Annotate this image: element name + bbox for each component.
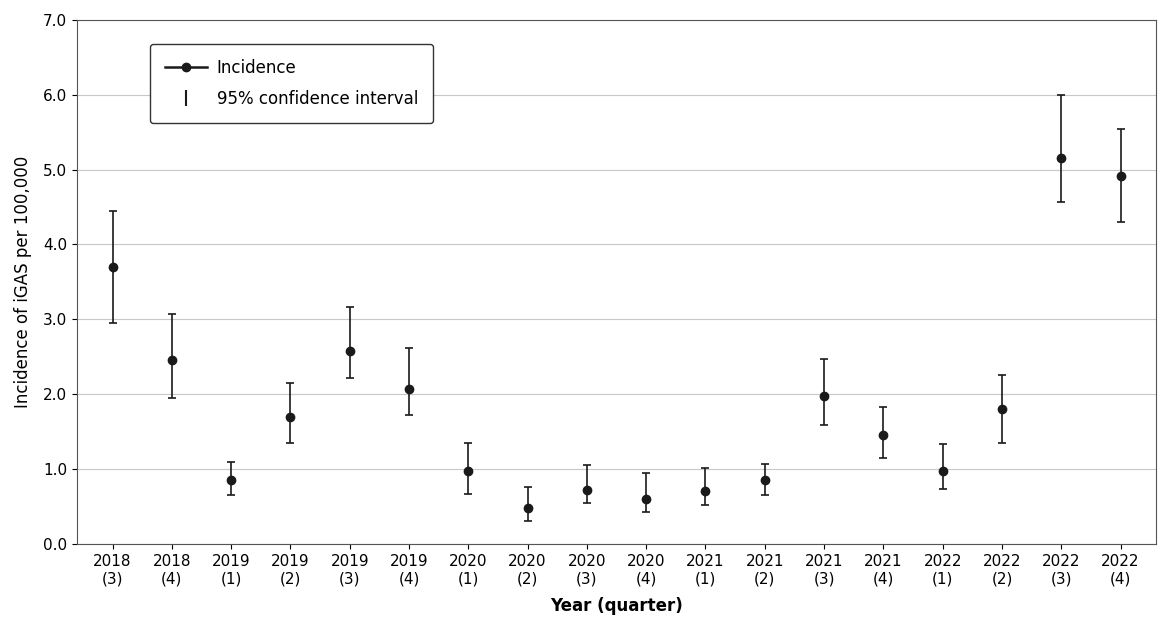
Y-axis label: Incidence of iGAS per 100,000: Incidence of iGAS per 100,000 bbox=[14, 156, 32, 408]
X-axis label: Year (quarter): Year (quarter) bbox=[550, 597, 683, 615]
Legend: Incidence, 95% confidence interval: Incidence, 95% confidence interval bbox=[150, 44, 433, 123]
